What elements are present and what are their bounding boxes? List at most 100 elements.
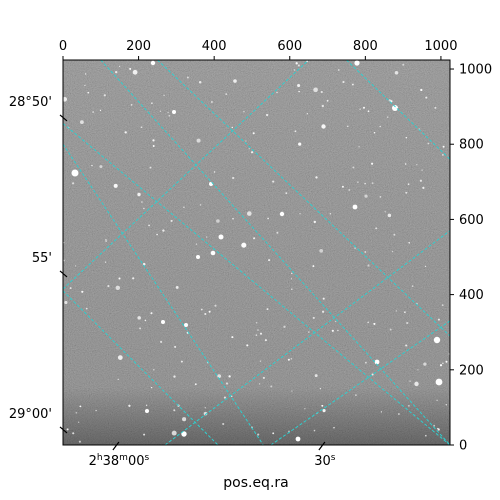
star — [168, 114, 171, 117]
star — [163, 94, 165, 97]
star — [272, 432, 275, 435]
star — [173, 375, 176, 378]
star — [113, 183, 118, 188]
star — [228, 375, 231, 378]
star — [287, 358, 290, 361]
star — [358, 146, 360, 148]
star — [308, 331, 310, 333]
star — [95, 409, 97, 412]
dec-tick-mark — [59, 426, 68, 434]
star — [411, 285, 414, 287]
x-axis-label: pos.eq.ra — [223, 475, 288, 491]
top-pixel-axis: 0 200 400 600 800 1000 — [59, 39, 457, 60]
star — [257, 433, 260, 436]
ra-tick-mark — [112, 441, 120, 451]
bright-star — [352, 204, 358, 210]
bright-star — [196, 255, 200, 259]
star — [414, 381, 419, 387]
star — [243, 110, 245, 113]
star — [347, 125, 349, 127]
star — [433, 424, 436, 427]
star — [103, 94, 106, 97]
star — [379, 125, 381, 128]
star — [367, 110, 370, 113]
top-tick-label: 400 — [202, 39, 227, 54]
star — [442, 362, 444, 365]
star — [152, 145, 155, 147]
star — [337, 329, 339, 332]
star — [264, 339, 267, 342]
star — [297, 64, 300, 67]
top-tick-label: 0 — [59, 39, 67, 54]
star — [92, 111, 94, 113]
star — [173, 409, 176, 412]
star — [129, 67, 132, 70]
star — [380, 411, 383, 413]
dec-axis: 28°50' 55' 29°00' — [9, 95, 68, 434]
star — [291, 288, 293, 290]
star — [404, 163, 407, 165]
star — [276, 91, 278, 94]
star — [354, 247, 356, 249]
right-tick-label: 1000 — [459, 63, 492, 78]
star — [143, 433, 146, 436]
star — [437, 318, 440, 321]
star — [66, 428, 69, 431]
star — [87, 91, 90, 94]
star — [78, 421, 80, 423]
star — [180, 360, 183, 363]
star — [407, 183, 410, 186]
star — [63, 96, 68, 102]
star — [416, 164, 418, 166]
star — [232, 218, 234, 220]
star — [406, 321, 409, 325]
star — [373, 132, 376, 134]
star — [321, 404, 324, 407]
star — [355, 394, 357, 396]
star — [322, 409, 326, 413]
star — [367, 264, 370, 267]
star — [195, 243, 198, 245]
bright-star — [210, 250, 216, 256]
star — [117, 378, 119, 380]
star — [175, 285, 179, 289]
star — [206, 236, 208, 238]
bright-star — [433, 336, 441, 344]
star — [170, 219, 173, 222]
star — [364, 194, 368, 198]
star — [391, 250, 394, 253]
star — [291, 272, 293, 275]
star — [160, 340, 163, 343]
star — [81, 290, 84, 293]
star — [387, 116, 389, 118]
top-tick-label: 1000 — [424, 39, 457, 54]
star — [198, 80, 202, 84]
grid-line — [100, 60, 450, 445]
right-tick-label: 800 — [459, 138, 484, 153]
star — [320, 90, 323, 94]
star — [359, 108, 361, 110]
star — [363, 106, 365, 109]
star — [333, 426, 335, 429]
star — [423, 362, 427, 366]
grid-line — [346, 60, 450, 160]
star — [183, 206, 185, 209]
star — [137, 316, 141, 320]
star — [69, 287, 72, 290]
top-tick-label: 200 — [126, 39, 151, 54]
star — [314, 374, 318, 378]
star — [63, 259, 65, 262]
star — [148, 224, 150, 227]
star — [352, 166, 355, 169]
star — [298, 142, 302, 146]
star — [445, 360, 448, 363]
grid-line — [164, 230, 450, 445]
star — [140, 126, 143, 129]
star — [74, 265, 77, 267]
star — [387, 213, 392, 218]
star — [223, 396, 226, 399]
right-tick-label: 600 — [459, 213, 484, 228]
star — [231, 126, 233, 129]
star — [321, 124, 326, 129]
star — [204, 312, 207, 316]
